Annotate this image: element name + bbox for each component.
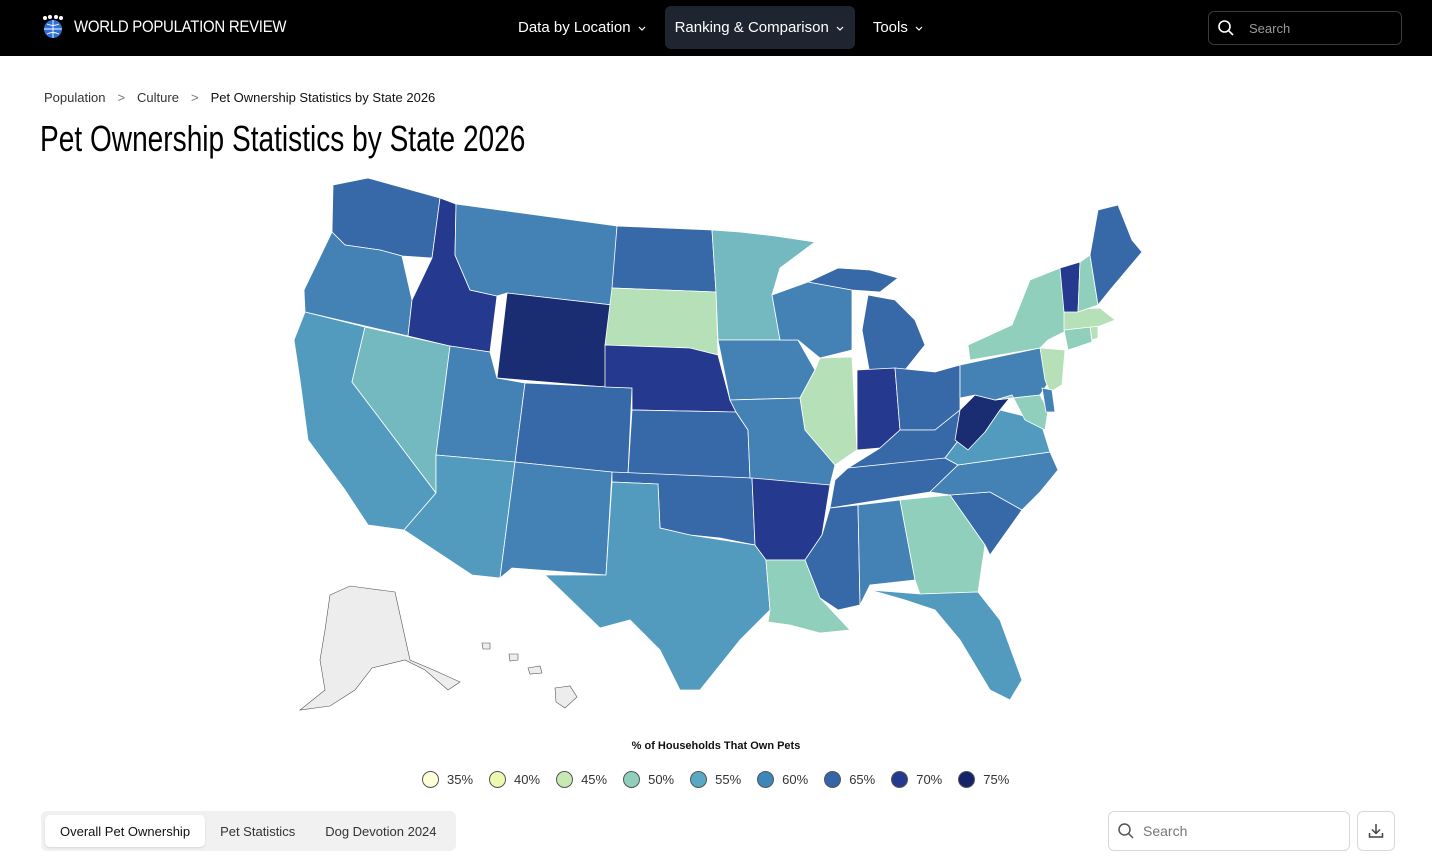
legend-label: 50% bbox=[648, 772, 675, 787]
breadcrumb-current: Pet Ownership Statistics by State 2026 bbox=[210, 90, 436, 105]
search-icon bbox=[1118, 823, 1134, 839]
state-massachusetts[interactable] bbox=[1063, 307, 1116, 331]
state-colorado[interactable] bbox=[514, 382, 633, 475]
legend-item: 65% bbox=[824, 771, 875, 788]
legend-swatch bbox=[422, 771, 439, 788]
chevron-down-icon bbox=[836, 26, 844, 31]
tab-dog-devotion-2024[interactable]: Dog Devotion 2024 bbox=[325, 823, 437, 839]
legend-title: % of Households That Own Pets bbox=[631, 740, 801, 752]
state-north-dakota[interactable] bbox=[611, 225, 717, 293]
state-montana[interactable] bbox=[454, 203, 618, 306]
state-wyoming[interactable] bbox=[496, 292, 613, 388]
tab-pet-statistics[interactable]: Pet Statistics bbox=[220, 823, 296, 839]
breadcrumb-separator: > bbox=[190, 90, 199, 105]
legend-label: 40% bbox=[514, 772, 541, 787]
state-hawaii[interactable] bbox=[554, 685, 578, 709]
legend-item: 35% bbox=[422, 771, 473, 788]
download-button[interactable] bbox=[1357, 811, 1395, 851]
page-title: Pet Ownership Statistics by State 2026 bbox=[40, 118, 526, 159]
logo-text: WORLD POPULATION REVIEW bbox=[74, 17, 287, 36]
nav-data-by-location[interactable]: Data by Location bbox=[508, 6, 657, 49]
legend-label: 70% bbox=[916, 772, 943, 787]
state-hawaii-island-4[interactable] bbox=[481, 642, 491, 650]
header-search[interactable] bbox=[1208, 11, 1402, 45]
legend-label: 75% bbox=[983, 772, 1010, 787]
nav-label: Tools bbox=[872, 19, 908, 36]
state-hawaii-island-3[interactable] bbox=[508, 653, 519, 662]
table-search-input[interactable] bbox=[1143, 823, 1323, 839]
state-delaware[interactable] bbox=[1041, 387, 1056, 413]
tab-overall-pet-ownership[interactable]: Overall Pet Ownership bbox=[45, 815, 206, 847]
state-florida[interactable] bbox=[869, 589, 1023, 701]
legend-swatch bbox=[958, 771, 976, 788]
breadcrumb: Population > Culture > Pet Ownership Sta… bbox=[44, 90, 435, 105]
legend-swatch bbox=[623, 771, 641, 788]
site-logo[interactable]: WORLD POPULATION REVIEW bbox=[40, 14, 315, 40]
chevron-down-icon bbox=[915, 26, 923, 31]
table-search[interactable] bbox=[1108, 811, 1350, 851]
legend-swatch bbox=[556, 771, 574, 788]
legend-swatch bbox=[489, 771, 507, 788]
header-search-input[interactable] bbox=[1249, 20, 1379, 36]
map-legend: 35% 40% 45% 50% 55% 60% 65% 70% 75% bbox=[422, 771, 1009, 788]
state-kansas[interactable] bbox=[627, 409, 751, 479]
map-svg bbox=[293, 177, 1143, 711]
state-illinois[interactable] bbox=[799, 356, 858, 466]
us-choropleth-map bbox=[250, 172, 1150, 717]
state-michigan-up[interactable] bbox=[806, 267, 899, 293]
legend-item: 60% bbox=[757, 771, 808, 788]
breadcrumb-culture[interactable]: Culture bbox=[137, 90, 179, 105]
nav-ranking-comparison[interactable]: Ranking & Comparison bbox=[664, 6, 855, 49]
legend-label: 65% bbox=[849, 772, 876, 787]
state-south-dakota[interactable] bbox=[604, 287, 719, 356]
legend-label: 45% bbox=[581, 772, 608, 787]
nav-tools[interactable]: Tools bbox=[863, 6, 934, 49]
legend-swatch bbox=[757, 771, 775, 788]
state-new-york[interactable] bbox=[967, 267, 1069, 361]
search-icon bbox=[1218, 20, 1234, 36]
nav-label: Ranking & Comparison bbox=[674, 19, 829, 36]
state-iowa[interactable] bbox=[717, 339, 816, 401]
state-maine[interactable] bbox=[1089, 204, 1143, 306]
legend-label: 60% bbox=[782, 772, 809, 787]
legend-swatch bbox=[690, 771, 708, 788]
data-view-tabs: Overall Pet Ownership Pet Statistics Dog… bbox=[41, 811, 456, 851]
state-alaska[interactable] bbox=[298, 585, 461, 711]
state-maryland[interactable] bbox=[994, 394, 1049, 431]
legend-item: 55% bbox=[690, 771, 741, 788]
download-icon bbox=[1368, 824, 1384, 838]
legend-item: 40% bbox=[489, 771, 540, 788]
legend-item: 70% bbox=[891, 771, 942, 788]
state-hawaii-island-2[interactable] bbox=[527, 665, 543, 675]
legend-swatch bbox=[824, 771, 842, 788]
breadcrumb-population[interactable]: Population bbox=[44, 90, 106, 105]
state-minnesota[interactable] bbox=[711, 229, 817, 341]
legend-item: 45% bbox=[556, 771, 607, 788]
breadcrumb-separator: > bbox=[117, 90, 126, 105]
legend-label: 35% bbox=[447, 772, 474, 787]
state-michigan[interactable] bbox=[861, 294, 926, 376]
main-nav: Data by Location Ranking & Comparison To… bbox=[508, 6, 934, 49]
state-vermont[interactable] bbox=[1059, 261, 1081, 313]
state-new-jersey[interactable] bbox=[1039, 347, 1066, 393]
globe-people-icon bbox=[43, 15, 63, 38]
state-texas[interactable] bbox=[544, 481, 771, 691]
legend-item: 50% bbox=[623, 771, 674, 788]
legend-item: 75% bbox=[958, 771, 1009, 788]
top-navigation-bar: WORLD POPULATION REVIEW Data by Location… bbox=[0, 0, 1432, 56]
chevron-down-icon bbox=[638, 26, 646, 31]
legend-swatch bbox=[891, 771, 909, 788]
nav-label: Data by Location bbox=[518, 19, 631, 36]
legend-label: 55% bbox=[715, 772, 742, 787]
state-new-mexico[interactable] bbox=[499, 461, 613, 579]
state-alabama[interactable] bbox=[857, 499, 916, 606]
